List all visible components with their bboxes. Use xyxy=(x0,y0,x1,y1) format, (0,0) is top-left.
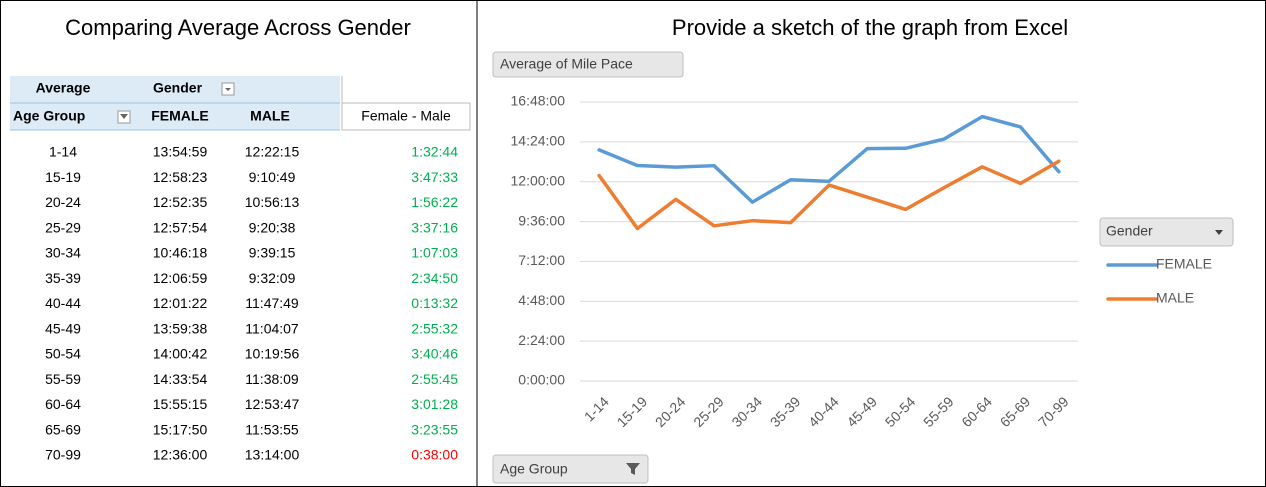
x-tick-label: 70-99 xyxy=(1035,393,1072,430)
age-group-cell: 70-99 xyxy=(45,447,81,463)
age-group-cell: 15-19 xyxy=(45,169,81,185)
male-cell: 11:53:55 xyxy=(245,421,299,437)
y-tick-label: 2:24:00 xyxy=(518,332,565,348)
x-tick-label: 35-39 xyxy=(767,393,804,430)
y-tick-label: 4:48:00 xyxy=(518,292,565,308)
age-group-cell: 30-34 xyxy=(45,245,81,261)
value-field-button[interactable] xyxy=(492,51,684,78)
x-tick-label: 20-24 xyxy=(652,393,689,430)
male-cell: 11:04:07 xyxy=(245,320,299,336)
age-group-cell: 25-29 xyxy=(45,219,81,235)
right-title: Provide a sketch of the graph from Excel xyxy=(672,15,1068,40)
age-group-cell: 35-39 xyxy=(45,270,81,286)
male-cell: 9:39:15 xyxy=(249,245,296,261)
y-tick-label: 9:36:00 xyxy=(518,212,565,228)
age-group-cell: 45-49 xyxy=(45,320,81,336)
difference-header: Female - Male xyxy=(361,108,451,124)
x-tick-label: 40-44 xyxy=(805,393,842,430)
y-tick-label: 12:00:00 xyxy=(511,172,566,188)
filter-icon xyxy=(120,114,128,119)
female-cell: 12:36:00 xyxy=(153,447,208,463)
female-cell: 12:01:22 xyxy=(153,295,208,311)
male-cell: 13:14:00 xyxy=(245,447,300,463)
female-cell: 14:33:54 xyxy=(153,371,208,387)
average-header: Average xyxy=(36,80,91,96)
difference-cell: 0:13:32 xyxy=(411,295,458,311)
x-tick-label: 45-49 xyxy=(843,393,880,430)
series-line xyxy=(597,159,1061,231)
difference-cell: 3:47:33 xyxy=(411,169,458,185)
age-group-cell: 55-59 xyxy=(45,371,81,387)
age-group-cell: 1-14 xyxy=(49,144,77,160)
y-tick-label: 7:12:00 xyxy=(518,252,565,268)
x-tick-label: 30-34 xyxy=(728,393,765,430)
axis-field-label: Age Group xyxy=(500,461,568,477)
age-group-cell: 20-24 xyxy=(45,194,81,210)
difference-cell: 3:23:55 xyxy=(411,421,458,437)
value-field-label: Average of Mile Pace xyxy=(500,56,633,72)
female-cell: 12:06:59 xyxy=(153,270,208,286)
dropdown-arrow xyxy=(225,88,231,91)
left-title: Comparing Average Across Gender xyxy=(65,15,411,40)
legend-label: FEMALE xyxy=(1156,256,1212,272)
female-cell: 15:17:50 xyxy=(153,421,208,437)
age-group-cell: 40-44 xyxy=(45,295,81,311)
difference-cell: 1:56:22 xyxy=(411,194,458,210)
difference-cell: 1:07:03 xyxy=(411,245,458,261)
x-tick-label: 65-69 xyxy=(997,393,1034,430)
x-tick-label: 50-54 xyxy=(882,393,919,430)
filter-icon xyxy=(626,463,640,475)
legend-field-button[interactable] xyxy=(1099,217,1234,247)
female-header: FEMALE xyxy=(151,108,209,124)
male-cell: 12:22:15 xyxy=(245,144,300,160)
legend-title: Gender xyxy=(1106,223,1153,239)
difference-header-box xyxy=(341,102,471,131)
male-cell: 11:38:09 xyxy=(245,371,299,387)
male-cell: 10:19:56 xyxy=(245,346,300,362)
x-tick-label: 15-19 xyxy=(614,393,651,430)
male-cell: 11:47:49 xyxy=(245,295,299,311)
x-tick-label: 55-59 xyxy=(920,393,957,430)
female-cell: 13:54:59 xyxy=(153,144,208,160)
age-group-cell: 65-69 xyxy=(45,421,81,437)
female-cell: 13:59:38 xyxy=(153,320,208,336)
difference-cell: 0:38:00 xyxy=(411,447,458,463)
dropdown-arrow xyxy=(1215,230,1223,235)
y-tick-label: 16:48:00 xyxy=(511,93,566,109)
series-line xyxy=(597,114,1061,204)
age-group-cell: 50-54 xyxy=(45,346,81,362)
x-tick-label: 60-64 xyxy=(958,393,995,430)
x-tick-label: 1-14 xyxy=(581,393,612,424)
female-cell: 12:58:23 xyxy=(153,169,208,185)
male-cell: 9:32:09 xyxy=(249,270,296,286)
female-cell: 10:46:18 xyxy=(153,245,208,261)
difference-cell: 2:34:50 xyxy=(411,270,458,286)
legend-label: MALE xyxy=(1156,290,1194,306)
difference-cell: 3:37:16 xyxy=(411,219,458,235)
axis-field-button[interactable] xyxy=(492,454,649,484)
difference-cell: 3:40:46 xyxy=(411,346,458,362)
male-cell: 9:10:49 xyxy=(249,169,296,185)
difference-cell: 1:32:44 xyxy=(411,144,458,160)
male-cell: 12:53:47 xyxy=(245,396,300,412)
male-cell: 10:56:13 xyxy=(245,194,300,210)
difference-cell: 2:55:45 xyxy=(411,371,458,387)
x-tick-label: 25-29 xyxy=(690,393,727,430)
difference-cell: 3:01:28 xyxy=(411,396,458,412)
gender-header: Gender xyxy=(153,80,203,96)
y-tick-label: 0:00:00 xyxy=(518,372,565,388)
y-tick-label: 14:24:00 xyxy=(511,133,566,149)
age-group-cell: 60-64 xyxy=(45,396,81,412)
male-cell: 9:20:38 xyxy=(249,219,296,235)
difference-cell: 2:55:32 xyxy=(411,320,458,336)
female-cell: 14:00:42 xyxy=(153,346,208,362)
female-cell: 12:52:35 xyxy=(153,194,208,210)
female-cell: 15:55:15 xyxy=(153,396,208,412)
female-cell: 12:57:54 xyxy=(153,219,208,235)
male-header: MALE xyxy=(250,108,290,124)
age-group-header: Age Group xyxy=(13,108,85,124)
